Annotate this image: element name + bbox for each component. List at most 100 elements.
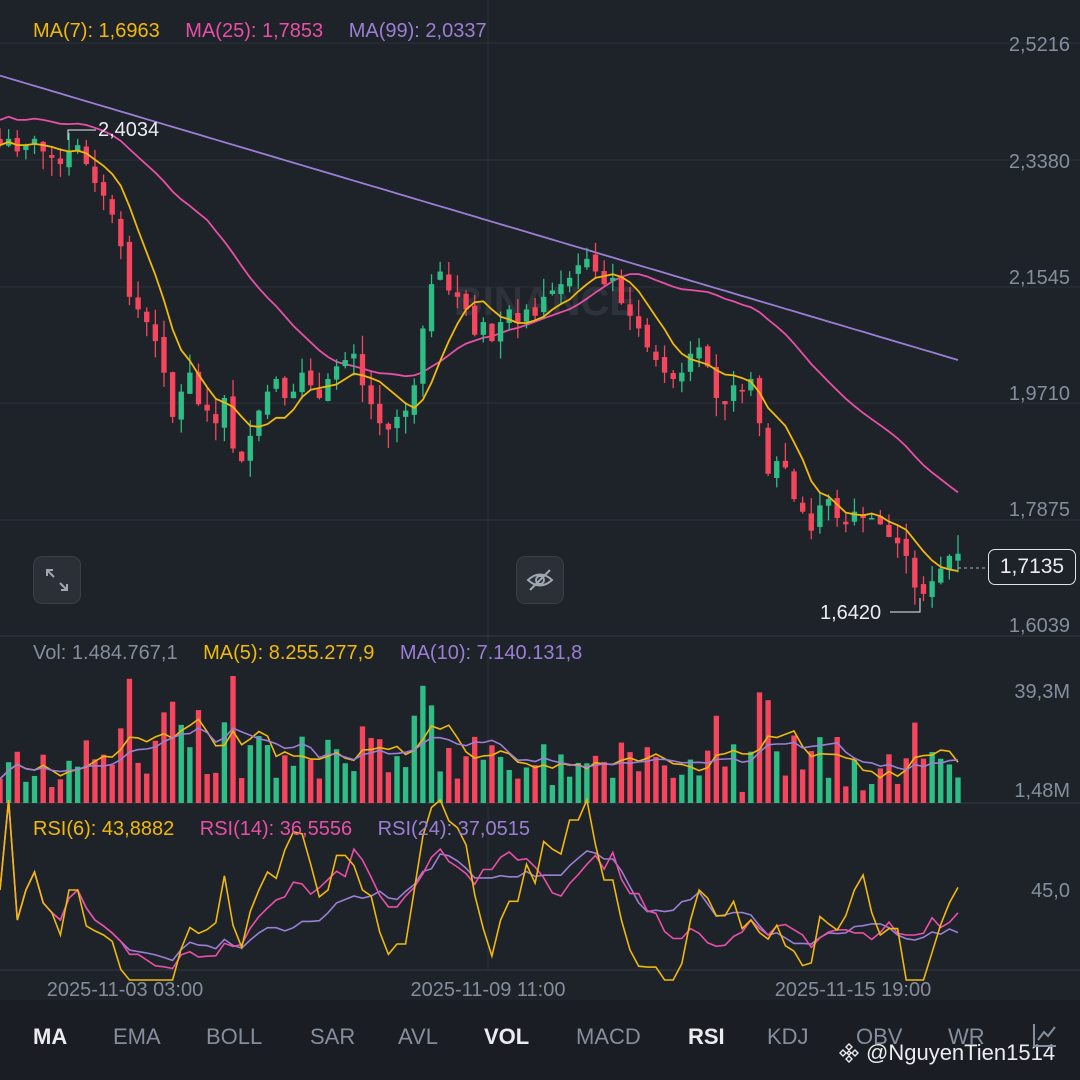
volume-bar — [0, 778, 3, 803]
candle-body — [774, 461, 780, 478]
candle-body — [799, 502, 806, 512]
tab-macd[interactable]: MACD — [576, 1024, 641, 1049]
volume-bar — [92, 759, 98, 803]
volume-bar — [213, 772, 219, 803]
volume-bar — [843, 786, 849, 803]
volume-bar — [869, 784, 875, 803]
volume-bar — [308, 759, 314, 803]
volume-bar — [178, 724, 184, 803]
volume-bar — [635, 771, 642, 803]
volume-bar — [394, 756, 400, 803]
volume-ma-lines — [0, 718, 959, 780]
tab-boll[interactable]: BOLL — [206, 1024, 263, 1049]
tab-obv[interactable]: OBV — [856, 1024, 903, 1049]
vol-ma5-legend: MA(5): 8.255.277,9 — [203, 642, 375, 664]
volume-bar — [894, 783, 901, 803]
volume-bar — [705, 750, 711, 803]
time-axis-label: 2025-11-03 03:00 — [47, 979, 203, 1001]
volume-bar — [135, 762, 141, 803]
candle-body — [549, 290, 556, 294]
volume-bar — [791, 735, 797, 803]
candle-body — [817, 505, 823, 527]
volume-bar — [273, 777, 279, 803]
volume-bar — [480, 759, 486, 803]
candle-body — [541, 296, 547, 313]
candle-body — [843, 521, 849, 525]
volume-bar — [920, 758, 927, 803]
volume-bar — [31, 775, 38, 803]
candle-body — [0, 138, 3, 146]
volume-bar — [118, 728, 124, 803]
price-axis-label: 1,6039 — [1009, 615, 1070, 637]
candle-body — [92, 166, 98, 184]
tab-vol[interactable]: VOL — [484, 1024, 530, 1049]
ma25-legend: MA(25): 1,7853 — [185, 20, 324, 42]
candle-body — [230, 396, 236, 449]
candle-body — [316, 389, 323, 398]
volume-bar — [696, 775, 702, 803]
volume-bar — [877, 768, 883, 803]
tab-sar[interactable]: SAR — [310, 1024, 356, 1049]
volume-bar — [83, 740, 89, 803]
candle-body — [359, 354, 366, 386]
candle-body — [333, 366, 340, 380]
candle-body — [299, 372, 305, 393]
tab-wr[interactable]: WR — [948, 1024, 985, 1049]
volume-bar — [195, 710, 202, 803]
candle-body — [23, 145, 29, 150]
price-axis-label: 2,3380 — [1009, 151, 1070, 173]
candle-body — [109, 199, 115, 215]
volume-bar — [739, 791, 745, 803]
drawing-tool-icon[interactable] — [1030, 1020, 1060, 1050]
candle-body — [31, 138, 38, 144]
volume-bar — [687, 759, 694, 803]
volume-bar — [618, 742, 625, 803]
candle-body — [377, 403, 383, 424]
volume-bar — [679, 774, 685, 803]
tab-ema[interactable]: EMA — [113, 1024, 161, 1049]
tab-kdj[interactable]: KDJ — [767, 1024, 809, 1049]
volume-bar — [316, 778, 323, 803]
candle-body — [860, 515, 866, 519]
candle-body — [273, 378, 279, 389]
volume-bar — [946, 764, 953, 803]
candle-body — [635, 316, 642, 329]
volume-bar — [437, 771, 443, 803]
volume-bar — [402, 767, 409, 803]
low-price-label: 1,6420 — [820, 602, 882, 624]
volume-bar — [825, 777, 832, 803]
rsi-legend: RSI(6): 43,8882 RSI(14): 36,5556 RSI(24)… — [33, 818, 550, 841]
expand-button[interactable] — [33, 556, 81, 604]
tab-avl[interactable]: AVL — [398, 1024, 438, 1049]
candle-body — [342, 360, 348, 367]
volume-bar — [817, 737, 823, 803]
tab-ma[interactable]: MA — [33, 1024, 68, 1049]
current-price-tag[interactable]: 1,7135 — [988, 549, 1076, 585]
candle-body — [566, 277, 573, 287]
volume-bar — [351, 771, 357, 803]
ma7-legend: MA(7): 1,6963 — [33, 20, 160, 42]
volume-bar — [264, 745, 271, 803]
hide-indicators-button[interactable] — [516, 556, 564, 604]
volume-bar — [627, 752, 633, 803]
volume-bar — [912, 722, 918, 803]
volume-bar — [584, 763, 590, 803]
volume-bar — [506, 769, 512, 803]
candle-body — [144, 311, 150, 323]
tab-rsi[interactable]: RSI — [688, 1024, 725, 1049]
volume-bar — [575, 762, 581, 803]
candle-body — [264, 391, 271, 415]
volume-bar — [100, 754, 107, 803]
rsi6-legend: RSI(6): 43,8882 — [33, 818, 175, 840]
volume-bar — [523, 767, 530, 803]
volume-bar — [756, 692, 763, 803]
volume-bar — [238, 778, 245, 803]
candle-body — [178, 391, 184, 420]
low-marker-line — [890, 598, 921, 613]
volume-bar — [23, 781, 29, 803]
candle-body — [705, 346, 711, 367]
candle-body — [808, 513, 814, 531]
rsi-lines — [0, 797, 959, 981]
volume-bar — [566, 776, 573, 803]
